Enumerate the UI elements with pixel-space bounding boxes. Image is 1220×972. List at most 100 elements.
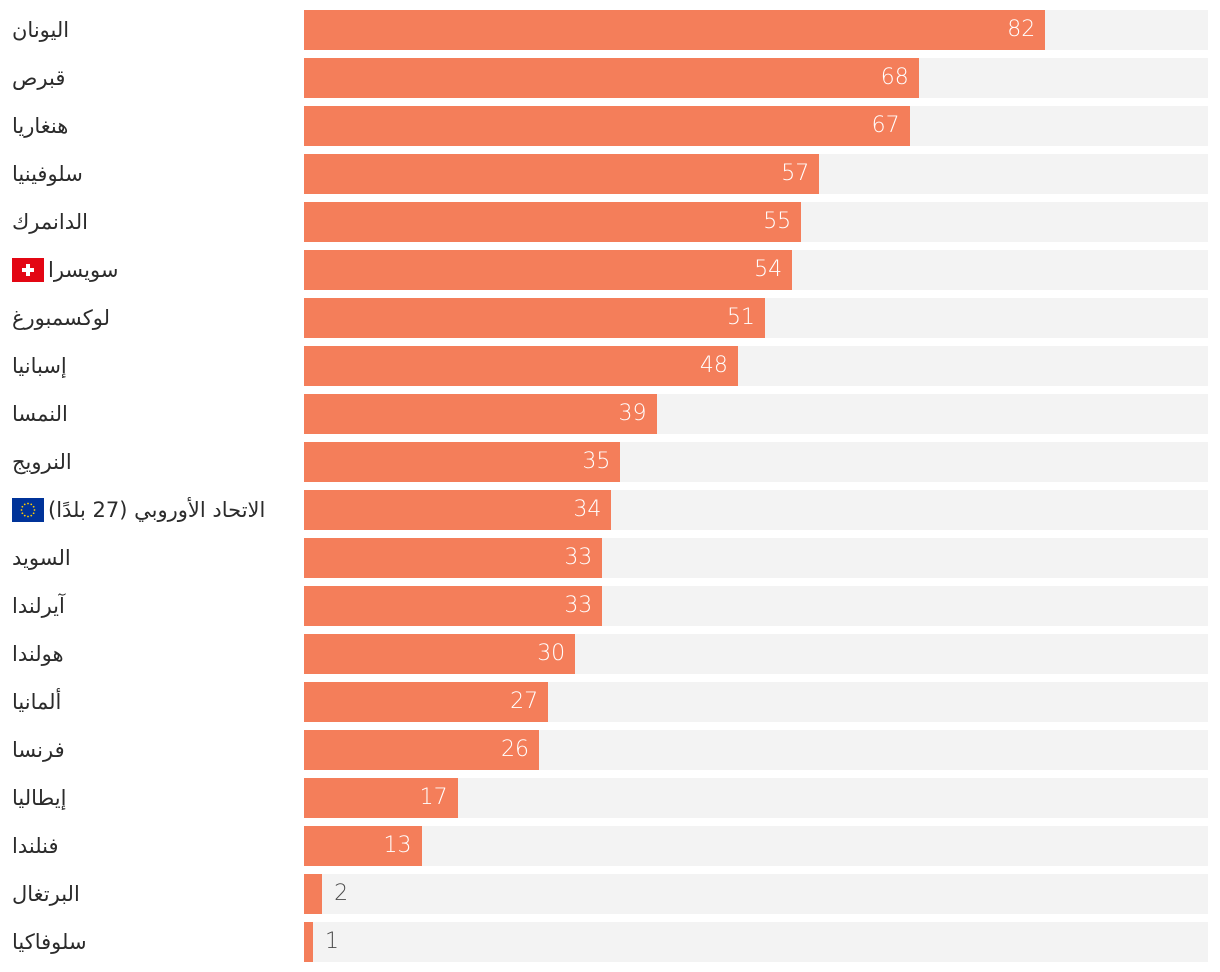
category-label: اليونان bbox=[12, 10, 69, 50]
bar-track: 55 bbox=[304, 202, 1208, 242]
value-label: 35 bbox=[582, 449, 611, 474]
chart-row: إسبانيا 48 bbox=[0, 346, 1220, 386]
eu-flag-icon bbox=[12, 498, 44, 522]
bar-track: 57 bbox=[304, 154, 1208, 194]
bar bbox=[304, 346, 738, 386]
value-label: 67 bbox=[871, 113, 900, 138]
bar-track: 35 bbox=[304, 442, 1208, 482]
bar-track: 2 bbox=[304, 874, 1208, 914]
value-label: 17 bbox=[419, 785, 448, 810]
category-label-text: لوكسمبورغ bbox=[12, 306, 110, 330]
bar bbox=[304, 154, 820, 194]
category-label: سلوفينيا bbox=[12, 154, 83, 194]
category-label: فنلندا bbox=[12, 826, 59, 866]
chart-row: البرتغال 2 bbox=[0, 874, 1220, 914]
category-label-text: سويسرا bbox=[48, 258, 119, 282]
bar bbox=[304, 298, 766, 338]
value-label: 54 bbox=[754, 257, 783, 282]
chart-row: الدانمرك 55 bbox=[0, 202, 1220, 242]
category-label-text: فنلندا bbox=[12, 834, 59, 858]
value-label: 26 bbox=[501, 737, 530, 762]
value-label: 57 bbox=[781, 161, 810, 186]
bar-track: 33 bbox=[304, 538, 1208, 578]
category-label-text: قبرص bbox=[12, 66, 66, 90]
value-label: 2 bbox=[334, 881, 349, 906]
bar bbox=[304, 58, 919, 98]
value-label: 48 bbox=[699, 353, 728, 378]
chart-row: فنلندا 13 bbox=[0, 826, 1220, 866]
bar bbox=[304, 730, 540, 770]
category-label-text: سلوفاكيا bbox=[12, 930, 87, 954]
category-label-text: الدانمرك bbox=[12, 210, 88, 234]
bar bbox=[304, 442, 621, 482]
chart-row: هنغاريا 67 bbox=[0, 106, 1220, 146]
chart-row: سلوفينيا 57 bbox=[0, 154, 1220, 194]
category-label: النمسا bbox=[12, 394, 68, 434]
bar-track: 1 bbox=[304, 922, 1208, 962]
value-label: 39 bbox=[618, 401, 647, 426]
bar bbox=[304, 586, 603, 626]
category-label-text: الاتحاد الأوروبي (27 بلدًا) bbox=[48, 498, 266, 522]
chart-row: النرويج 35 bbox=[0, 442, 1220, 482]
category-label: الاتحاد الأوروبي (27 بلدًا) bbox=[12, 490, 265, 530]
category-label: لوكسمبورغ bbox=[12, 298, 110, 338]
category-label: سويسرا bbox=[12, 250, 118, 290]
value-label: 27 bbox=[510, 689, 539, 714]
bar bbox=[304, 202, 802, 242]
chart-row: النمسا 39 bbox=[0, 394, 1220, 434]
bar-track: 17 bbox=[304, 778, 1208, 818]
category-label-text: فرنسا bbox=[12, 738, 65, 762]
category-label: هولندا bbox=[12, 634, 64, 674]
value-label: 68 bbox=[880, 65, 909, 90]
bar-track: 82 bbox=[304, 10, 1208, 50]
category-label: آيرلندا bbox=[12, 586, 65, 626]
value-label: 82 bbox=[1007, 17, 1036, 42]
bar-track: 13 bbox=[304, 826, 1208, 866]
bar-track: 54 bbox=[304, 250, 1208, 290]
bar bbox=[304, 394, 657, 434]
category-label-text: هنغاريا bbox=[12, 114, 69, 138]
chart-row: ألمانيا 27 bbox=[0, 682, 1220, 722]
bar-track: 30 bbox=[304, 634, 1208, 674]
bar-track: 26 bbox=[304, 730, 1208, 770]
bar-track: 33 bbox=[304, 586, 1208, 626]
chart-row: سلوفاكيا 1 bbox=[0, 922, 1220, 962]
category-label: البرتغال bbox=[12, 874, 80, 914]
switzerland-flag-icon bbox=[12, 258, 44, 282]
bar bbox=[304, 10, 1046, 50]
bar-track: 34 bbox=[304, 490, 1208, 530]
category-label: سلوفاكيا bbox=[12, 922, 87, 962]
chart-row: قبرص 68 bbox=[0, 58, 1220, 98]
chart-row: هولندا 30 bbox=[0, 634, 1220, 674]
chart-row: إيطاليا 17 bbox=[0, 778, 1220, 818]
category-label-text: آيرلندا bbox=[12, 594, 65, 618]
category-label-text: إسبانيا bbox=[12, 354, 67, 378]
category-label: النرويج bbox=[12, 442, 72, 482]
bar bbox=[304, 778, 458, 818]
value-label: 33 bbox=[564, 545, 593, 570]
bar bbox=[304, 874, 323, 914]
chart-row: الاتحاد الأوروبي (27 بلدًا) 34 bbox=[0, 490, 1220, 530]
chart-row: لوكسمبورغ 51 bbox=[0, 298, 1220, 338]
bar bbox=[304, 250, 793, 290]
bar-track: 67 bbox=[304, 106, 1208, 146]
category-label: قبرص bbox=[12, 58, 65, 98]
category-label-text: البرتغال bbox=[12, 882, 80, 906]
category-label: فرنسا bbox=[12, 730, 65, 770]
value-label: 30 bbox=[537, 641, 566, 666]
bar-track: 39 bbox=[304, 394, 1208, 434]
value-label: 55 bbox=[763, 209, 792, 234]
category-label: إسبانيا bbox=[12, 346, 67, 386]
category-label: هنغاريا bbox=[12, 106, 68, 146]
category-label-text: اليونان bbox=[12, 18, 70, 42]
bar bbox=[304, 490, 612, 530]
value-label: 33 bbox=[564, 593, 593, 618]
category-label: إيطاليا bbox=[12, 778, 66, 818]
bar-track: 48 bbox=[304, 346, 1208, 386]
category-label-text: السويد bbox=[12, 546, 71, 570]
chart-row: آيرلندا 33 bbox=[0, 586, 1220, 626]
bar bbox=[304, 106, 910, 146]
category-label: الدانمرك bbox=[12, 202, 88, 242]
bar-track: 51 bbox=[304, 298, 1208, 338]
